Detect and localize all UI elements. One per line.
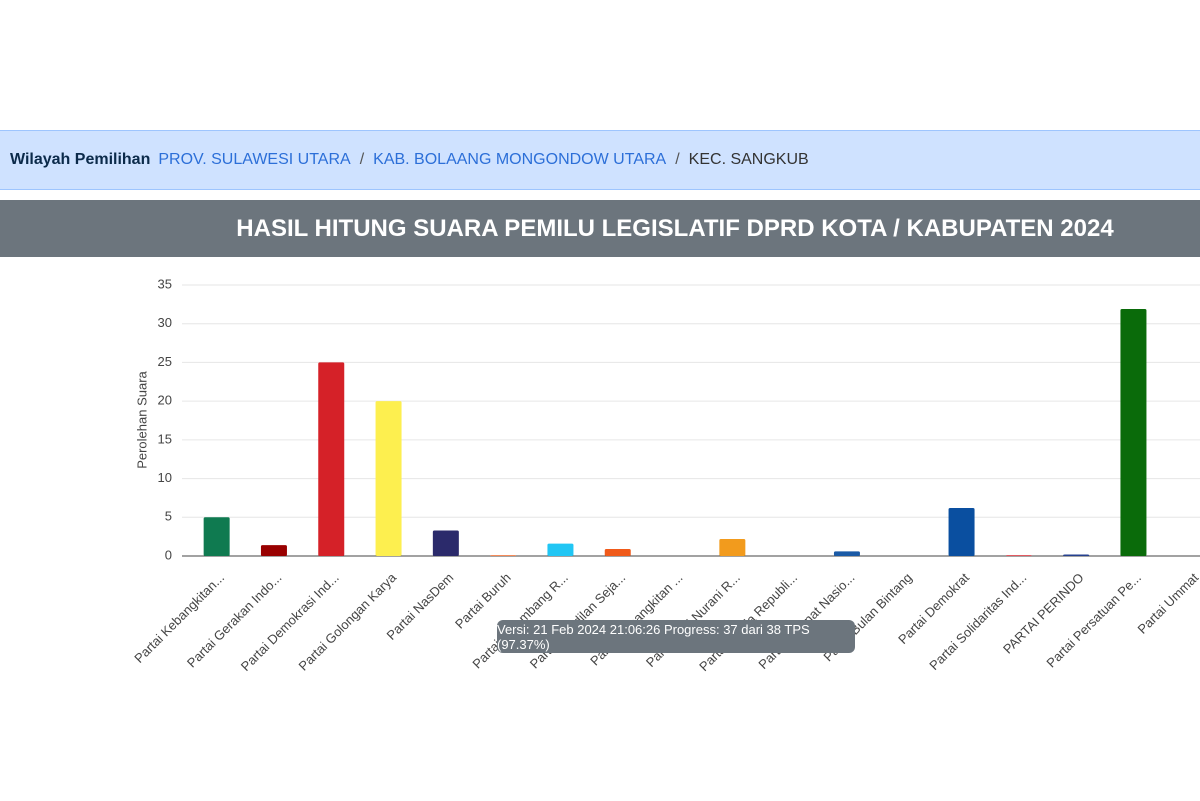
x-tick-label: Partai Persatuan Pe... <box>1043 570 1144 671</box>
y-tick-label: 15 <box>158 431 172 446</box>
y-tick-label: 20 <box>158 393 172 408</box>
tooltip: Versi: 21 Feb 2024 21:06:26 Progress: 37… <box>497 620 855 653</box>
breadcrumb-link[interactable]: KAB. BOLAANG MONGONDOW UTARA <box>373 151 667 168</box>
y-axis-label: Perolehan Suara <box>134 370 149 468</box>
breadcrumb-link[interactable]: PROV. SULAWESI UTARA <box>158 151 351 168</box>
bar <box>948 507 975 556</box>
y-tick-label: 10 <box>158 470 172 485</box>
y-tick-label: 25 <box>158 354 172 369</box>
breadcrumb-separator: / <box>675 151 680 168</box>
bar <box>547 543 574 556</box>
bar <box>260 545 287 556</box>
bar <box>1120 309 1147 556</box>
bar <box>604 549 631 556</box>
bar <box>490 555 517 556</box>
y-tick-label: 35 <box>158 276 172 291</box>
y-tick-label: 0 <box>165 547 172 562</box>
bar <box>833 551 860 556</box>
x-tick-label: Partai Demokrasi Ind... <box>238 570 342 674</box>
x-tick-label: Partai Golongan Karya <box>295 569 399 673</box>
bar <box>318 362 345 556</box>
bar <box>432 530 459 556</box>
x-tick-label: Partai Gerakan Indo... <box>184 570 285 671</box>
y-tick-label: 30 <box>158 315 172 330</box>
x-tick-label: Partai Ummat <box>1135 570 1200 637</box>
breadcrumb-separator: / <box>359 151 365 168</box>
bar <box>1005 555 1032 556</box>
chart-title: HASIL HITUNG SUARA PEMILU LEGISLATIF DPR… <box>0 200 1200 257</box>
breadcrumb: Wilayah Pemilihan PROV. SULAWESI UTARA /… <box>0 130 1200 190</box>
bar <box>203 517 230 556</box>
x-tick-label: Partai Solidaritas Ind... <box>926 570 1029 673</box>
bar <box>719 538 746 556</box>
bar <box>1063 554 1090 556</box>
bar <box>375 401 402 556</box>
breadcrumb-label: Wilayah Pemilihan <box>10 151 151 168</box>
breadcrumb-current: KEC. SANGKUB <box>688 151 809 168</box>
y-tick-label: 5 <box>165 509 172 524</box>
